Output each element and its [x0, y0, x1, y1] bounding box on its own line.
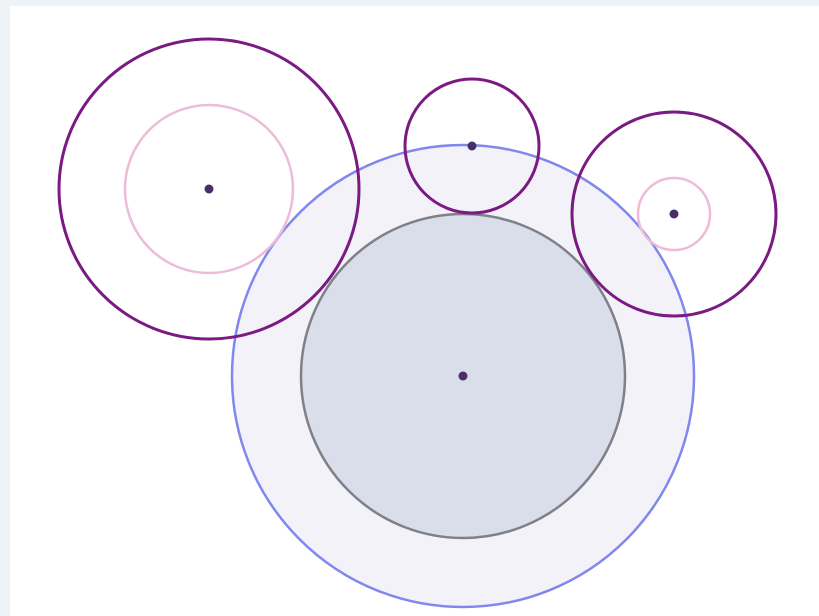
top-center-dot [467, 141, 477, 151]
right-center-dot [669, 209, 679, 219]
left-inner-pink-circle [123, 103, 295, 275]
circles-diagram [57, 37, 778, 609]
right-circle [570, 110, 778, 318]
left-circle [57, 37, 361, 341]
right-inner-pink-circle [636, 176, 712, 252]
left-center-dot [204, 184, 214, 194]
main-center-dot [458, 371, 468, 381]
diagram-canvas [10, 6, 819, 616]
top-circle [403, 77, 541, 215]
